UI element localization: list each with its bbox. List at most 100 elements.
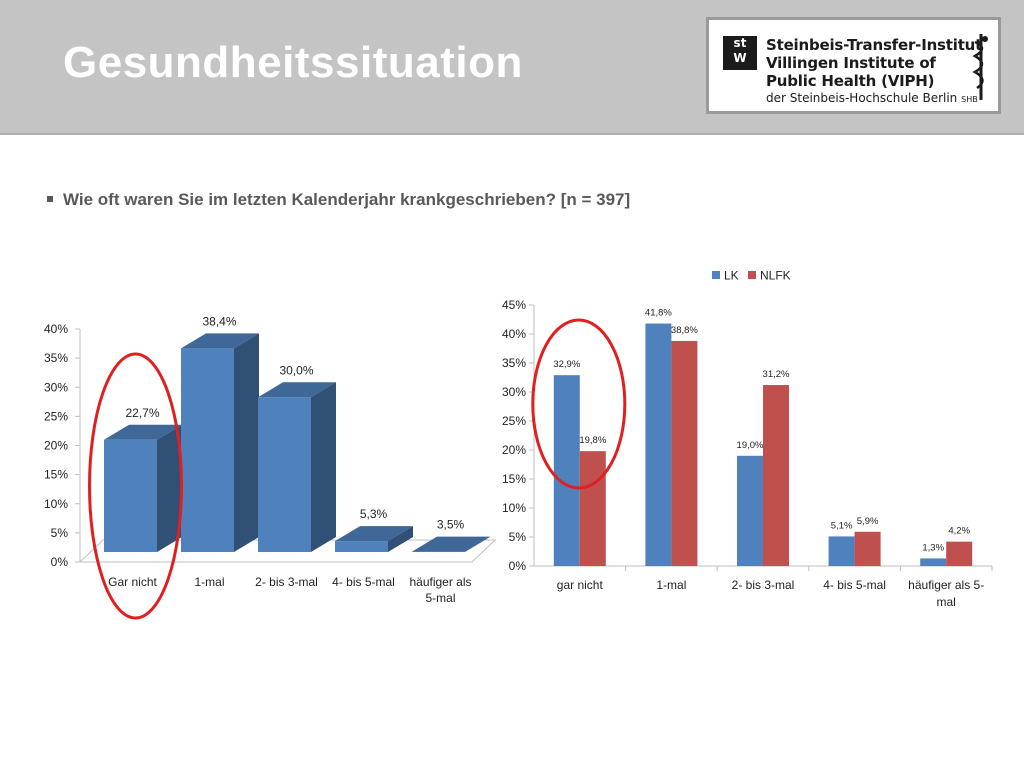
data-label: 1,3% [922, 542, 944, 553]
bar-top [412, 536, 490, 552]
data-label: 19,8% [579, 435, 606, 446]
x-tick-label: 1-mal [194, 575, 224, 589]
stw-logo-line2: W [733, 51, 747, 65]
bar-lk-2 [737, 455, 763, 566]
chart-by-group-plot: 0% 5% 10% 15% 20% 25% 30% 35% 40% 45% 32,9% 19,8% ga… [502, 298, 993, 609]
data-label: 30,0% [279, 363, 313, 377]
bar-side [234, 333, 259, 552]
institute-logo: st W Steinbeis-Transfer-Institut Villing… [706, 17, 1001, 114]
legend-label: LK [724, 269, 739, 283]
data-label: 4,2% [948, 526, 970, 537]
y-tick-label: 10% [502, 501, 526, 515]
slide-header: Gesundheitssituation st W Steinbeis-Tran… [0, 0, 1024, 135]
y-tick-label: 40% [44, 322, 68, 336]
stw-logo-mark: st W [723, 36, 757, 70]
bar-lk-0 [553, 375, 580, 566]
bar-side [157, 424, 182, 552]
x-tick-label: 2- bis 3-mal [255, 575, 318, 589]
bar-top [258, 382, 336, 398]
bar-lk-4 [920, 558, 947, 566]
legend-label: NLFK [760, 269, 791, 283]
bar-top [335, 526, 413, 542]
chart-overall: 0% 5% 10% 15% 20% 25% 30% 35% 40% 22,7% Gar nicht 3… [44, 314, 497, 620]
data-label: 5,1% [831, 520, 853, 531]
y-tick-label: 30% [502, 385, 526, 399]
y-tick-label: 15% [502, 472, 526, 486]
bar-4: 3,5% [412, 518, 490, 552]
data-label: 31,2% [763, 369, 790, 380]
logo-line-4: der Steinbeis-Hochschule Berlin SHB [766, 91, 978, 105]
highlight-ellipse [531, 318, 627, 490]
y-tick-label: 35% [44, 351, 68, 365]
y-tick-label: 40% [502, 327, 526, 341]
y-tick-label: 0% [51, 555, 69, 569]
bar-side [465, 536, 490, 552]
bar-3: 5,3% [335, 507, 413, 552]
bar-1: 38,4% [181, 314, 259, 552]
y-tick-label: 25% [502, 414, 526, 428]
x-tick-label: 1-mal [656, 578, 686, 592]
logo-line-1: Steinbeis-Transfer-Institut [766, 36, 983, 54]
question-text: Wie oft waren Sie im letzten Kalenderjah… [47, 190, 630, 210]
y-tick-label: 10% [44, 497, 68, 511]
legend: LK NLFK [712, 269, 791, 283]
x-tick-label: 4- bis 5-mal [823, 578, 886, 592]
bar-2: 30,0% [258, 363, 336, 552]
x-tick-label: 2- bis 3-mal [732, 578, 795, 592]
x-tick-label: 4- bis 5-mal [332, 575, 395, 589]
y-tick-label: 45% [502, 298, 526, 312]
data-label: 32,9% [553, 359, 580, 370]
y-tick-label: 15% [44, 468, 68, 482]
logo-line-2: Villingen Institute of [766, 54, 936, 72]
bar-nlfk-3 [854, 531, 881, 566]
y-tick-label: 20% [502, 443, 526, 457]
y-tick-label: 5% [51, 526, 69, 540]
bar-0: 22,7% [104, 406, 182, 552]
aesculapian-staff-icon [972, 34, 988, 100]
bar-lk-1 [645, 323, 672, 566]
data-label: 38,4% [202, 314, 236, 328]
legend-swatch [712, 271, 720, 279]
bar-nlfk-2 [763, 385, 789, 566]
bar-front [104, 439, 157, 552]
data-label: 38,8% [671, 325, 698, 336]
question-label: Wie oft waren Sie im letzten Kalenderjah… [63, 190, 631, 209]
data-label: 5,3% [360, 507, 388, 521]
bar-front [258, 397, 311, 552]
data-label: 41,8% [645, 308, 672, 319]
stw-logo-line1: st [733, 36, 747, 50]
y-tick-label: 5% [509, 530, 527, 544]
data-label: 22,7% [125, 406, 159, 420]
slide-title: Gesundheitssituation [63, 38, 523, 87]
x-tick-label: häufiger als 5- [908, 578, 984, 592]
y-tick-label: 35% [502, 356, 526, 370]
y-tick-label: 25% [44, 409, 68, 423]
data-label: 5,9% [857, 516, 879, 527]
data-label: 19,0% [737, 440, 764, 451]
bar-top [104, 424, 182, 440]
bar-side [311, 382, 336, 552]
chart-by-group: 0% 5% 10% 15% 20% 25% 30% 35% 40% 45% 32,9% 19,8% ga… [502, 269, 993, 609]
data-label: 3,5% [437, 518, 465, 532]
bullet-icon [47, 195, 53, 202]
bar-side [388, 526, 413, 552]
logo-line-3: Public Health (VIPH) [766, 72, 935, 90]
legend-swatch [748, 271, 756, 279]
x-tick-label: mal [937, 595, 956, 609]
x-tick-label: 5-mal [425, 591, 455, 605]
bar-front [335, 541, 388, 552]
y-tick-label: 0% [509, 559, 527, 573]
chart-overall-plot: 0% 5% 10% 15% 20% 25% 30% 35% 40% 22,7% Gar nicht 3… [44, 314, 497, 620]
bar-lk-3 [828, 536, 855, 566]
y-tick-label: 20% [44, 439, 68, 453]
bar-top [181, 333, 259, 349]
x-tick-label: gar nicht [557, 578, 604, 592]
y-tick-label: 30% [44, 380, 68, 394]
bar-nlfk-0 [579, 451, 606, 566]
bar-nlfk-1 [671, 340, 698, 566]
bar-nlfk-4 [946, 541, 973, 566]
logo-line-4-suffix: SHB [961, 95, 978, 104]
x-tick-label: häufiger als [409, 575, 471, 589]
bar-front [181, 348, 234, 552]
logo-line-4-text: der Steinbeis-Hochschule Berlin [766, 91, 958, 105]
